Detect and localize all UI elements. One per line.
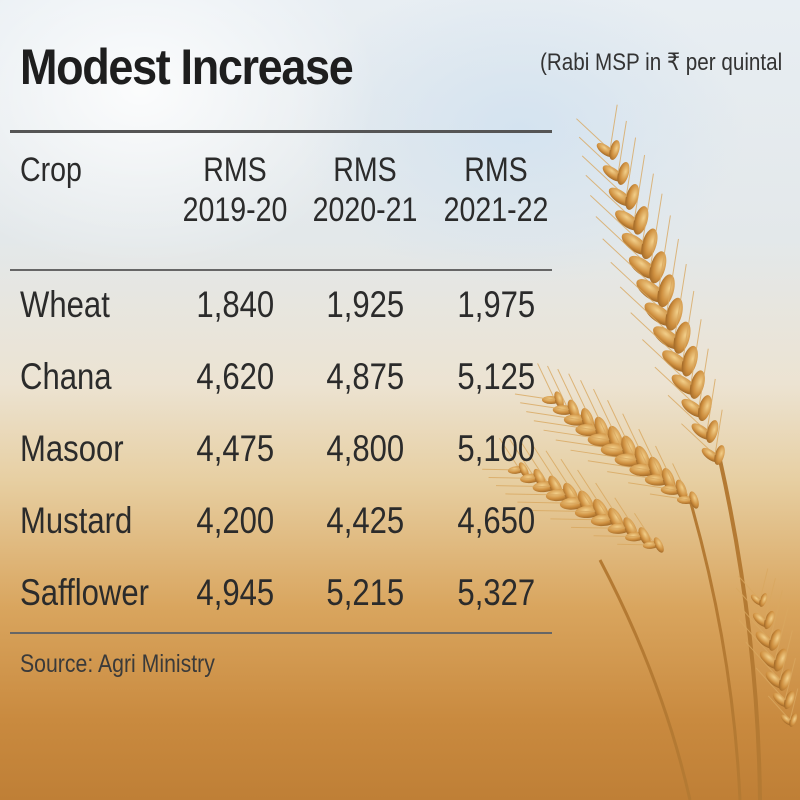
value-cell-text: 5,327 (457, 572, 535, 613)
header-line: 2020-21 (312, 191, 418, 229)
header-line: RMS (333, 151, 397, 189)
table-row: Wheat 1,840 1,925 1,975 (10, 269, 562, 341)
value-cell: 4,200 (170, 485, 300, 557)
value-cell: 1,840 (170, 269, 300, 341)
value-cell: 1,975 (430, 269, 562, 341)
value-cell-text: 4,650 (457, 500, 535, 541)
table-row: Chana 4,620 4,875 5,125 (10, 341, 562, 413)
wheat-ear (482, 438, 664, 553)
value-cell: 4,475 (170, 413, 300, 485)
value-cell: 4,650 (430, 485, 562, 557)
header-line: Crop (20, 151, 82, 189)
crop-cell-text: Masoor (20, 428, 124, 469)
value-cell-text: 1,840 (196, 284, 274, 325)
value-cell-text: 5,100 (457, 428, 535, 469)
table-header-rule (10, 269, 552, 271)
crop-cell: Wheat (10, 269, 170, 341)
chart-subtitle: (Rabi MSP in ₹ per quintal (540, 49, 783, 76)
crop-cell-text: Safflower (20, 572, 150, 613)
value-cell: 5,125 (430, 341, 562, 413)
value-cell-text: 4,620 (196, 356, 274, 397)
value-cell-text: 1,975 (457, 284, 535, 325)
value-cell-text: 5,215 (326, 572, 404, 613)
value-cell: 1,925 (300, 269, 430, 341)
crop-cell-text: Mustard (20, 500, 133, 541)
value-cell-text: 4,945 (196, 572, 274, 613)
wheat-ear (735, 568, 799, 727)
crop-cell: Safflower (10, 557, 170, 629)
column-header-2021-22: RMS 2021-22 (430, 150, 562, 269)
value-cell: 4,620 (170, 341, 300, 413)
column-header-2020-21: RMS 2020-21 (300, 150, 430, 269)
crop-cell: Chana (10, 341, 170, 413)
msp-table: Crop RMS 2019-20 RMS 2020-21 RMS 2021-22 Wh… (10, 150, 562, 629)
crop-cell-text: Wheat (20, 284, 110, 325)
value-cell-text: 4,425 (326, 500, 404, 541)
table-bottom-rule (10, 632, 552, 634)
source-note: Source: Agri Ministry (20, 650, 215, 678)
value-cell: 4,425 (300, 485, 430, 557)
value-cell-text: 5,125 (457, 356, 535, 397)
crop-cell-text: Chana (20, 356, 112, 397)
value-cell: 5,327 (430, 557, 562, 629)
value-cell: 4,800 (300, 413, 430, 485)
header-line: 2019-20 (182, 191, 288, 229)
column-header-2019-20: RMS 2019-20 (170, 150, 300, 269)
value-cell-text: 4,875 (326, 356, 404, 397)
table-top-rule (10, 130, 552, 133)
header-line: RMS (203, 151, 267, 189)
wheat-stalk (688, 499, 742, 800)
header-line: 2021-22 (443, 191, 549, 229)
value-cell: 5,215 (300, 557, 430, 629)
column-header-crop: Crop (10, 150, 170, 269)
value-cell: 4,945 (170, 557, 300, 629)
wheat-ear (514, 363, 699, 509)
header-line: RMS (464, 151, 528, 189)
wheat-ear (576, 104, 725, 465)
value-cell-text: 4,475 (196, 428, 274, 469)
chart-title: Modest Increase (20, 39, 354, 95)
table-row: Safflower 4,945 5,215 5,327 (10, 557, 562, 629)
crop-cell: Mustard (10, 485, 170, 557)
wheat-stalk (598, 559, 692, 800)
value-cell: 5,100 (430, 413, 562, 485)
crop-cell: Masoor (10, 413, 170, 485)
table-row: Masoor 4,475 4,800 5,100 (10, 413, 562, 485)
table-row: Mustard 4,200 4,425 4,650 (10, 485, 562, 557)
value-cell-text: 1,925 (326, 284, 404, 325)
value-cell-text: 4,800 (326, 428, 404, 469)
wheat-stalk (718, 459, 762, 800)
table-header-row: Crop RMS 2019-20 RMS 2020-21 RMS 2021-22 (10, 150, 562, 269)
value-cell-text: 4,200 (196, 500, 274, 541)
value-cell: 4,875 (300, 341, 430, 413)
